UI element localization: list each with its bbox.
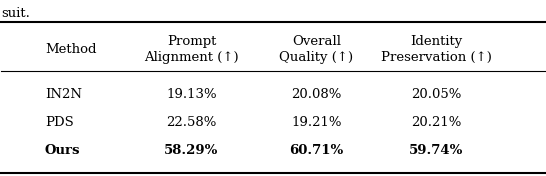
Text: 59.74%: 59.74% — [409, 144, 463, 157]
Text: suit.: suit. — [2, 7, 30, 20]
Text: 20.21%: 20.21% — [411, 116, 461, 129]
Text: Ours: Ours — [45, 144, 80, 157]
Text: 19.13%: 19.13% — [166, 88, 217, 101]
Text: Overall
Quality (↑): Overall Quality (↑) — [280, 35, 353, 64]
Text: Prompt
Alignment (↑): Prompt Alignment (↑) — [144, 35, 239, 64]
Text: Identity
Preservation (↑): Identity Preservation (↑) — [381, 35, 491, 64]
Text: IN2N: IN2N — [45, 88, 82, 101]
Text: 20.08%: 20.08% — [291, 88, 342, 101]
Text: 60.71%: 60.71% — [289, 144, 343, 157]
Text: PDS: PDS — [45, 116, 74, 129]
Text: 20.05%: 20.05% — [411, 88, 461, 101]
Text: 58.29%: 58.29% — [164, 144, 219, 157]
Text: Method: Method — [45, 43, 96, 56]
Text: 19.21%: 19.21% — [291, 116, 342, 129]
Text: 22.58%: 22.58% — [167, 116, 217, 129]
